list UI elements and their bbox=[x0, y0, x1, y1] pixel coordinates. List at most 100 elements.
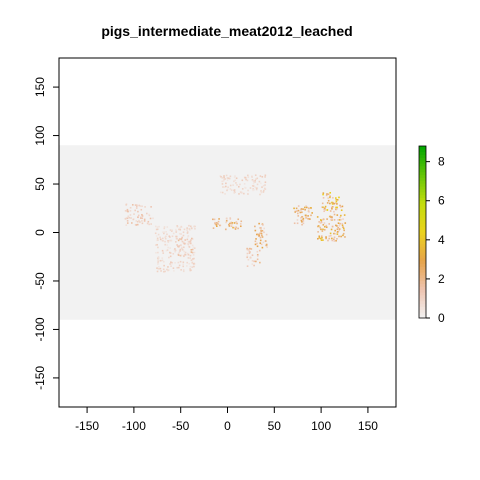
raster-cell bbox=[226, 217, 228, 220]
raster-cell bbox=[167, 266, 169, 268]
raster-cell bbox=[165, 235, 167, 238]
raster-cell bbox=[183, 243, 186, 245]
raster-cell bbox=[180, 239, 183, 242]
raster-cell bbox=[132, 218, 135, 221]
raster-cell bbox=[334, 229, 336, 232]
raster-cell bbox=[187, 242, 190, 245]
raster-cell bbox=[336, 228, 339, 231]
legend-tick-label: 4 bbox=[438, 233, 445, 247]
raster-cell bbox=[186, 252, 189, 255]
raster-cell bbox=[248, 252, 251, 254]
raster-cell bbox=[164, 240, 166, 243]
legend-color-step bbox=[419, 275, 426, 279]
raster-cells bbox=[124, 174, 347, 273]
raster-cell bbox=[181, 240, 184, 243]
raster-cell bbox=[236, 222, 238, 225]
raster-cell bbox=[247, 193, 249, 195]
raster-cell bbox=[174, 249, 177, 252]
raster-cell bbox=[177, 254, 180, 256]
raster-cell bbox=[226, 189, 228, 192]
raster-cell bbox=[180, 225, 183, 228]
raster-cell bbox=[258, 249, 261, 252]
legend-color-step bbox=[419, 174, 426, 178]
raster-cell bbox=[233, 226, 236, 229]
raster-cell bbox=[329, 232, 332, 235]
raster-cell bbox=[141, 220, 143, 222]
raster-cell bbox=[316, 237, 319, 240]
raster-cell bbox=[155, 251, 157, 254]
raster-cell bbox=[188, 246, 191, 248]
raster-cell bbox=[193, 257, 195, 260]
raster-cell bbox=[192, 238, 194, 240]
raster-cell bbox=[186, 265, 188, 267]
raster-cell bbox=[165, 249, 168, 252]
raster-cell bbox=[301, 220, 303, 223]
legend-color-step bbox=[419, 254, 426, 259]
raster-cell bbox=[239, 183, 241, 186]
raster-cell bbox=[294, 211, 297, 213]
raster-cell bbox=[333, 232, 335, 235]
raster-cell bbox=[180, 244, 182, 246]
legend-color-step bbox=[419, 197, 426, 201]
raster-cell bbox=[249, 187, 252, 189]
raster-cell bbox=[125, 224, 128, 226]
raster-cell bbox=[218, 218, 220, 220]
legend-color-step bbox=[419, 206, 426, 210]
raster-cell bbox=[215, 223, 218, 226]
raster-cell bbox=[259, 261, 261, 264]
raster-cell bbox=[167, 241, 170, 243]
raster-cell bbox=[168, 256, 170, 259]
raster-cell bbox=[321, 236, 323, 239]
raster-cell bbox=[178, 245, 180, 248]
raster-cell bbox=[189, 268, 191, 270]
raster-cell bbox=[296, 219, 299, 221]
raster-cell bbox=[336, 238, 338, 240]
raster-cell bbox=[249, 247, 251, 250]
raster-cell bbox=[325, 224, 328, 227]
raster-cell bbox=[317, 231, 319, 233]
raster-cell bbox=[166, 226, 169, 228]
raster-cell bbox=[319, 237, 322, 240]
raster-cell bbox=[191, 237, 193, 240]
raster-cell bbox=[141, 213, 143, 216]
legend-color-step bbox=[419, 203, 426, 207]
raster-cell bbox=[233, 222, 236, 224]
raster-cell bbox=[335, 208, 337, 211]
raster-cell bbox=[186, 261, 189, 264]
legend-color-step bbox=[419, 183, 426, 187]
raster-cell bbox=[339, 216, 341, 219]
raster-cell bbox=[164, 237, 167, 240]
raster-cell bbox=[170, 239, 173, 242]
raster-cell bbox=[158, 225, 160, 228]
raster-cell bbox=[295, 207, 298, 210]
raster-cell bbox=[308, 211, 310, 213]
raster-cell bbox=[297, 209, 300, 212]
raster-cell bbox=[261, 186, 263, 188]
raster-cell bbox=[177, 239, 180, 242]
raster-cell bbox=[152, 217, 154, 220]
raster-cell bbox=[187, 240, 190, 243]
raster-cell bbox=[224, 193, 226, 195]
raster-cell bbox=[131, 204, 134, 206]
raster-cell bbox=[250, 248, 253, 250]
raster-cell bbox=[192, 246, 195, 249]
raster-cell bbox=[256, 183, 259, 186]
raster-cell bbox=[343, 214, 346, 216]
raster-cell bbox=[188, 227, 191, 230]
raster-cell bbox=[322, 192, 325, 194]
raster-cell bbox=[330, 215, 333, 218]
raster-cell bbox=[193, 225, 195, 228]
x-axis: -150 -100 -50 0 50 100 150 bbox=[75, 406, 378, 433]
legend-color-step bbox=[419, 266, 426, 270]
raster-cell bbox=[259, 175, 262, 177]
raster-cell bbox=[338, 224, 341, 227]
raster-cell bbox=[256, 177, 259, 180]
raster-cell bbox=[161, 231, 164, 233]
raster-cell bbox=[336, 208, 338, 210]
raster-cell bbox=[234, 175, 236, 177]
raster-cell bbox=[330, 228, 333, 231]
legend-color-step bbox=[419, 166, 426, 170]
raster-cell bbox=[259, 227, 261, 229]
raster-cell bbox=[163, 226, 166, 228]
raster-cell bbox=[247, 189, 249, 192]
